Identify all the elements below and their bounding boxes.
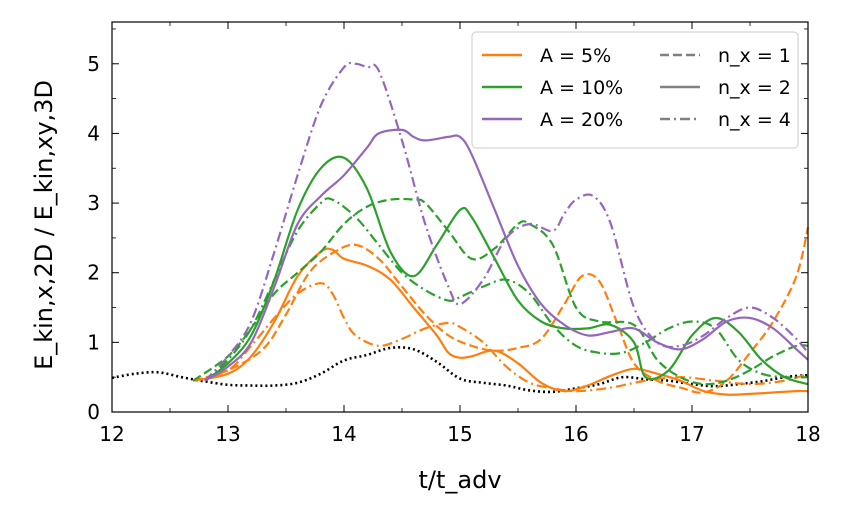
legend-label-mode: n_x = 1 bbox=[718, 45, 791, 67]
x-axis-label: t/t_adv bbox=[418, 466, 501, 494]
y-axis-label: E_kin,x,2D / E_kin,xy,3D bbox=[30, 80, 58, 370]
legend-label-amplitude: A = 5% bbox=[540, 45, 611, 67]
series-line-a-5-n-x-1 bbox=[192, 227, 810, 394]
series-line-a-10-n-x-2 bbox=[204, 155, 809, 386]
x-tick-label: 15 bbox=[447, 422, 472, 446]
x-tick-label: 16 bbox=[563, 422, 588, 446]
series-line-a-5-n-x-2 bbox=[192, 247, 809, 396]
series-line-a-5-n-x-4 bbox=[192, 282, 809, 393]
x-tick-label: 13 bbox=[215, 422, 240, 446]
y-tick-label: 2 bbox=[87, 261, 100, 285]
legend: A = 5% A = 10% A = 20% n_x = 1 n_x = 2 n_x = … bbox=[471, 31, 799, 149]
series-line-a-10-n-x-1 bbox=[192, 197, 809, 386]
x-tick-label: 18 bbox=[795, 422, 820, 446]
y-tick-label: 3 bbox=[87, 191, 100, 215]
x-tick-label: 12 bbox=[99, 422, 124, 446]
y-tick-label: 4 bbox=[87, 121, 100, 145]
y-tick-label: 5 bbox=[87, 52, 100, 76]
legend-label-amplitude: A = 20% bbox=[540, 109, 623, 131]
legend-label-mode: n_x = 4 bbox=[718, 109, 791, 131]
x-tick-label: 14 bbox=[331, 422, 356, 446]
series-layer bbox=[111, 61, 810, 396]
x-tick-label: 17 bbox=[679, 422, 704, 446]
legend-frame bbox=[471, 31, 799, 149]
legend-label-amplitude: A = 10% bbox=[540, 77, 623, 99]
series-line-a-20-n-x-2 bbox=[204, 128, 809, 382]
series-line-reference bbox=[111, 346, 809, 394]
plot-frame bbox=[111, 21, 809, 413]
legend-label-mode: n_x = 2 bbox=[718, 77, 791, 99]
series-line-a-20-n-x-4 bbox=[204, 61, 809, 382]
y-tick-label: 1 bbox=[87, 330, 100, 354]
series-line-a-10-n-x-4 bbox=[204, 197, 809, 382]
y-tick-label: 0 bbox=[87, 400, 100, 424]
